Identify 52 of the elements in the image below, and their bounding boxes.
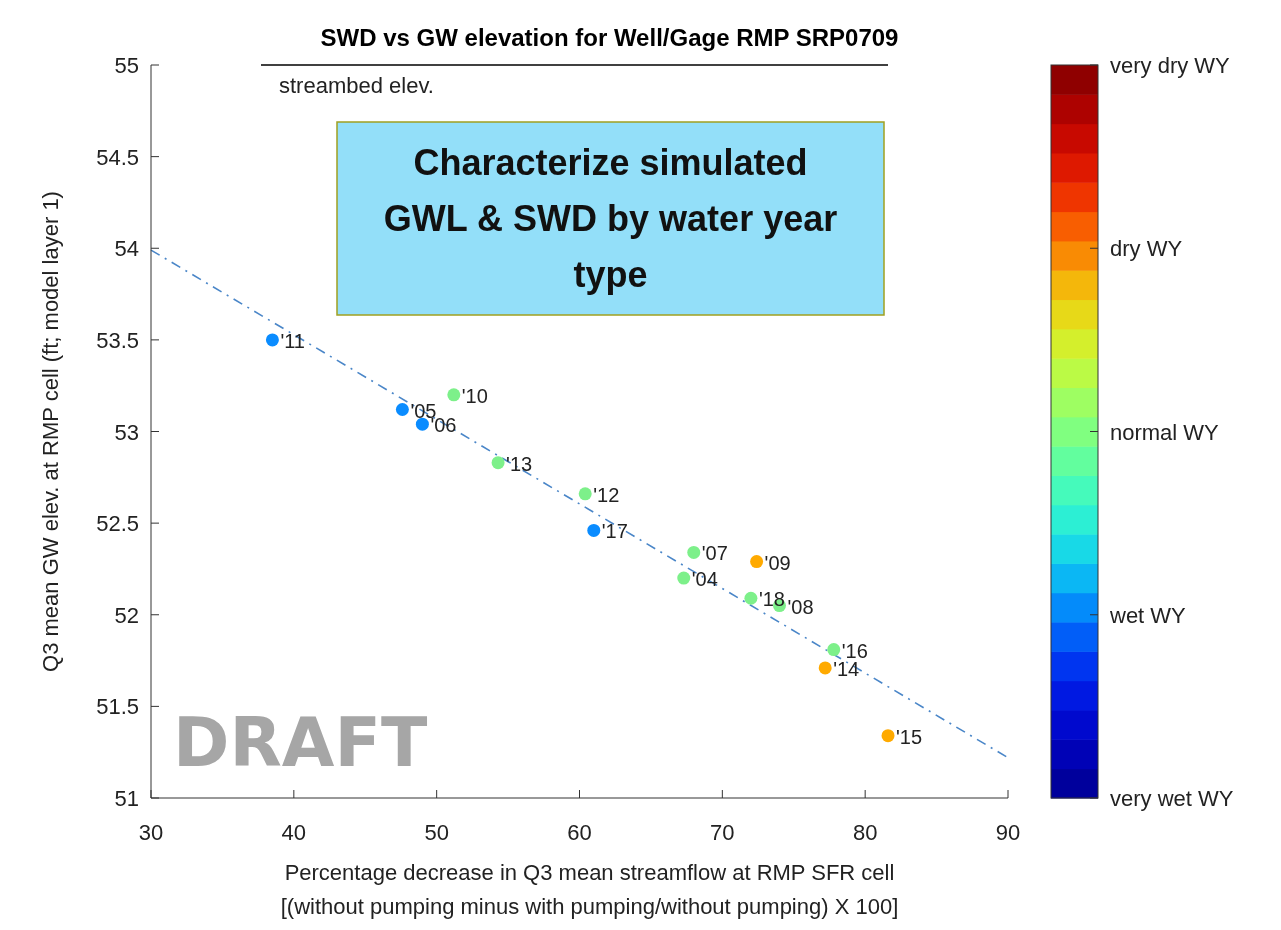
annotation: '18 xyxy=(758,588,785,611)
point xyxy=(395,403,409,417)
chart-title: SWD vs GW elevation for Well/Gage RMP SRP0709 xyxy=(320,24,899,51)
point xyxy=(687,545,701,559)
point xyxy=(881,729,895,743)
y-tick-label: 52.5 xyxy=(96,511,139,537)
y-axis-title: Q3 mean GW elev. at RMP cell (ft; model layer 1) xyxy=(38,191,63,672)
point xyxy=(265,333,279,347)
annotation: '04 xyxy=(691,568,718,591)
point xyxy=(827,643,841,657)
x-tick-label: 50 xyxy=(424,820,449,845)
x-tick-label: 70 xyxy=(710,820,735,845)
point xyxy=(447,388,461,402)
point xyxy=(415,417,429,431)
annotation: '15 xyxy=(896,725,923,748)
color-bar-label: dry WY xyxy=(1110,236,1183,262)
point xyxy=(750,555,764,569)
annotation: '13 xyxy=(506,452,533,475)
point xyxy=(587,523,601,537)
y-tick-label: 53 xyxy=(114,419,139,445)
x-tick-label: 40 xyxy=(281,820,307,845)
point xyxy=(578,487,592,501)
y-tick-label: 51.5 xyxy=(96,694,139,720)
x-tick-label: 60 xyxy=(567,820,592,845)
annotation: '10 xyxy=(461,384,488,407)
point xyxy=(744,591,758,605)
y-tick-label: 54.5 xyxy=(96,144,139,170)
y-tick-label: 53.5 xyxy=(96,327,139,353)
series-label: streambed elev. xyxy=(278,73,434,98)
annotation: '07 xyxy=(701,542,728,565)
point xyxy=(491,456,505,470)
annotation: '11 xyxy=(280,329,305,352)
x-axis-title: Percentage decrease in Q3 mean streamflow at RMP SFR cell [(without pumping minus with pumping/without pumping) X 100] xyxy=(280,860,899,919)
y-tick-label: 55 xyxy=(114,53,139,78)
x-tick-label: 90 xyxy=(995,820,1021,845)
point xyxy=(818,661,832,675)
y-tick-label: 54 xyxy=(114,236,139,262)
annotation: Characterize simulated GWL & SWD by water year type xyxy=(382,140,839,297)
annotation: '09 xyxy=(764,551,791,574)
color-bar-label: wet WY xyxy=(1109,602,1187,628)
y-tick-label: 52 xyxy=(114,602,139,628)
color-bar-label: normal WY xyxy=(1110,419,1220,445)
x-tick-label: 30 xyxy=(138,820,164,845)
annotation: DRAFT xyxy=(173,703,428,782)
x-tick-label: 80 xyxy=(852,820,878,845)
y-tick-label: 51 xyxy=(114,786,139,811)
annotation: '08 xyxy=(787,595,814,618)
color-bar-label: very wet WY xyxy=(1110,786,1234,811)
color-bar-label: very dry WY xyxy=(1110,53,1231,78)
point xyxy=(677,571,691,585)
annotation: '12 xyxy=(593,483,620,506)
annotation: '17 xyxy=(601,520,628,543)
